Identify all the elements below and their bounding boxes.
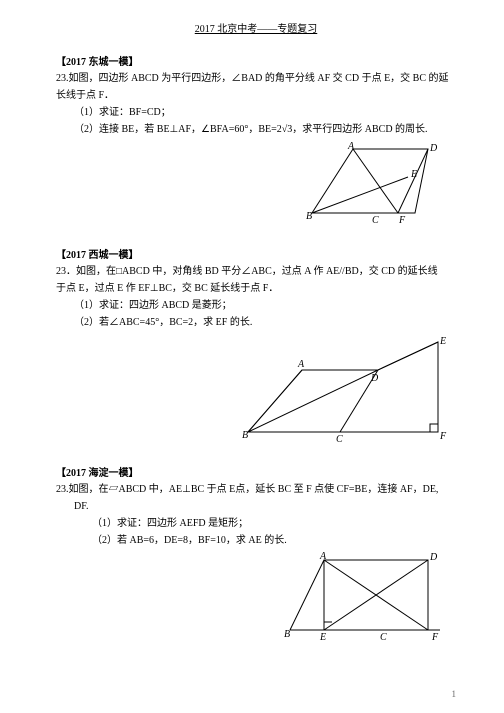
- p2-figure: A D B C E F: [56, 334, 456, 446]
- p3-line1: 23.如图，在▱ABCD 中，AE⊥BC 于点 E点，延长 BC 至 F 点使 …: [56, 482, 456, 497]
- svg-text:C: C: [336, 434, 343, 444]
- p2-sub2: （2）若∠ABC=45°，BC=2，求 EF 的长.: [56, 315, 456, 330]
- svg-text:D: D: [429, 143, 438, 154]
- page-header: 2017 北京中考——专题复习: [56, 20, 456, 35]
- p3-sub2: （2）若 AB=6，DE=8，BF=10，求 AE 的长.: [56, 533, 456, 548]
- p3-title: 【2017 海淀一模】: [56, 464, 456, 479]
- svg-text:D: D: [429, 552, 438, 563]
- svg-text:B: B: [306, 211, 312, 222]
- page-number: 1: [452, 689, 457, 699]
- p1-sub1: （1）求证：BF=CD；: [56, 105, 456, 120]
- svg-text:E: E: [439, 336, 446, 347]
- svg-text:E: E: [319, 632, 326, 642]
- svg-text:A: A: [319, 552, 327, 562]
- svg-text:A: A: [347, 141, 355, 152]
- svg-text:F: F: [398, 215, 406, 226]
- svg-text:F: F: [439, 431, 447, 442]
- p2-line2: 于点 E，过点 E 作 EF⊥BC，交 BC 延长线于点 F．: [56, 281, 456, 296]
- p1-sub2: （2）连接 BE，若 BE⊥AF，∠BFA=60°，BE=2√3，求平行四边形 …: [56, 122, 456, 137]
- p1-line1: 23.如图，四边形 ABCD 为平行四边形，∠BAD 的角平分线 AF 交 CD…: [56, 71, 456, 86]
- p1-line2: 长线于点 F．: [56, 88, 456, 103]
- svg-text:C: C: [380, 632, 387, 642]
- svg-text:B: B: [284, 629, 290, 640]
- svg-text:E: E: [410, 169, 417, 180]
- document-page: 2017 北京中考——专题复习 【2017 东城一模】 23.如图，四边形 AB…: [0, 0, 504, 713]
- p3-line2: DF.: [56, 499, 456, 514]
- p2-line1: 23．如图，在□ABCD 中，对角线 BD 平分∠ABC，过点 A 作 AE//…: [56, 264, 456, 279]
- svg-text:C: C: [372, 215, 379, 226]
- svg-text:B: B: [242, 430, 248, 441]
- p3-sub1: （1）求证：四边形 AEFD 是矩形；: [56, 516, 456, 531]
- p3-figure: A D B E C F: [56, 552, 456, 644]
- svg-text:A: A: [297, 359, 305, 370]
- p1-title: 【2017 东城一模】: [56, 53, 456, 68]
- p2-title: 【2017 西城一模】: [56, 246, 456, 261]
- p2-sub1: （1）求证：四边形 ABCD 是菱形；: [56, 298, 456, 313]
- svg-text:F: F: [431, 632, 439, 642]
- svg-text:D: D: [370, 373, 379, 384]
- p1-figure: A D B C F E: [56, 141, 456, 228]
